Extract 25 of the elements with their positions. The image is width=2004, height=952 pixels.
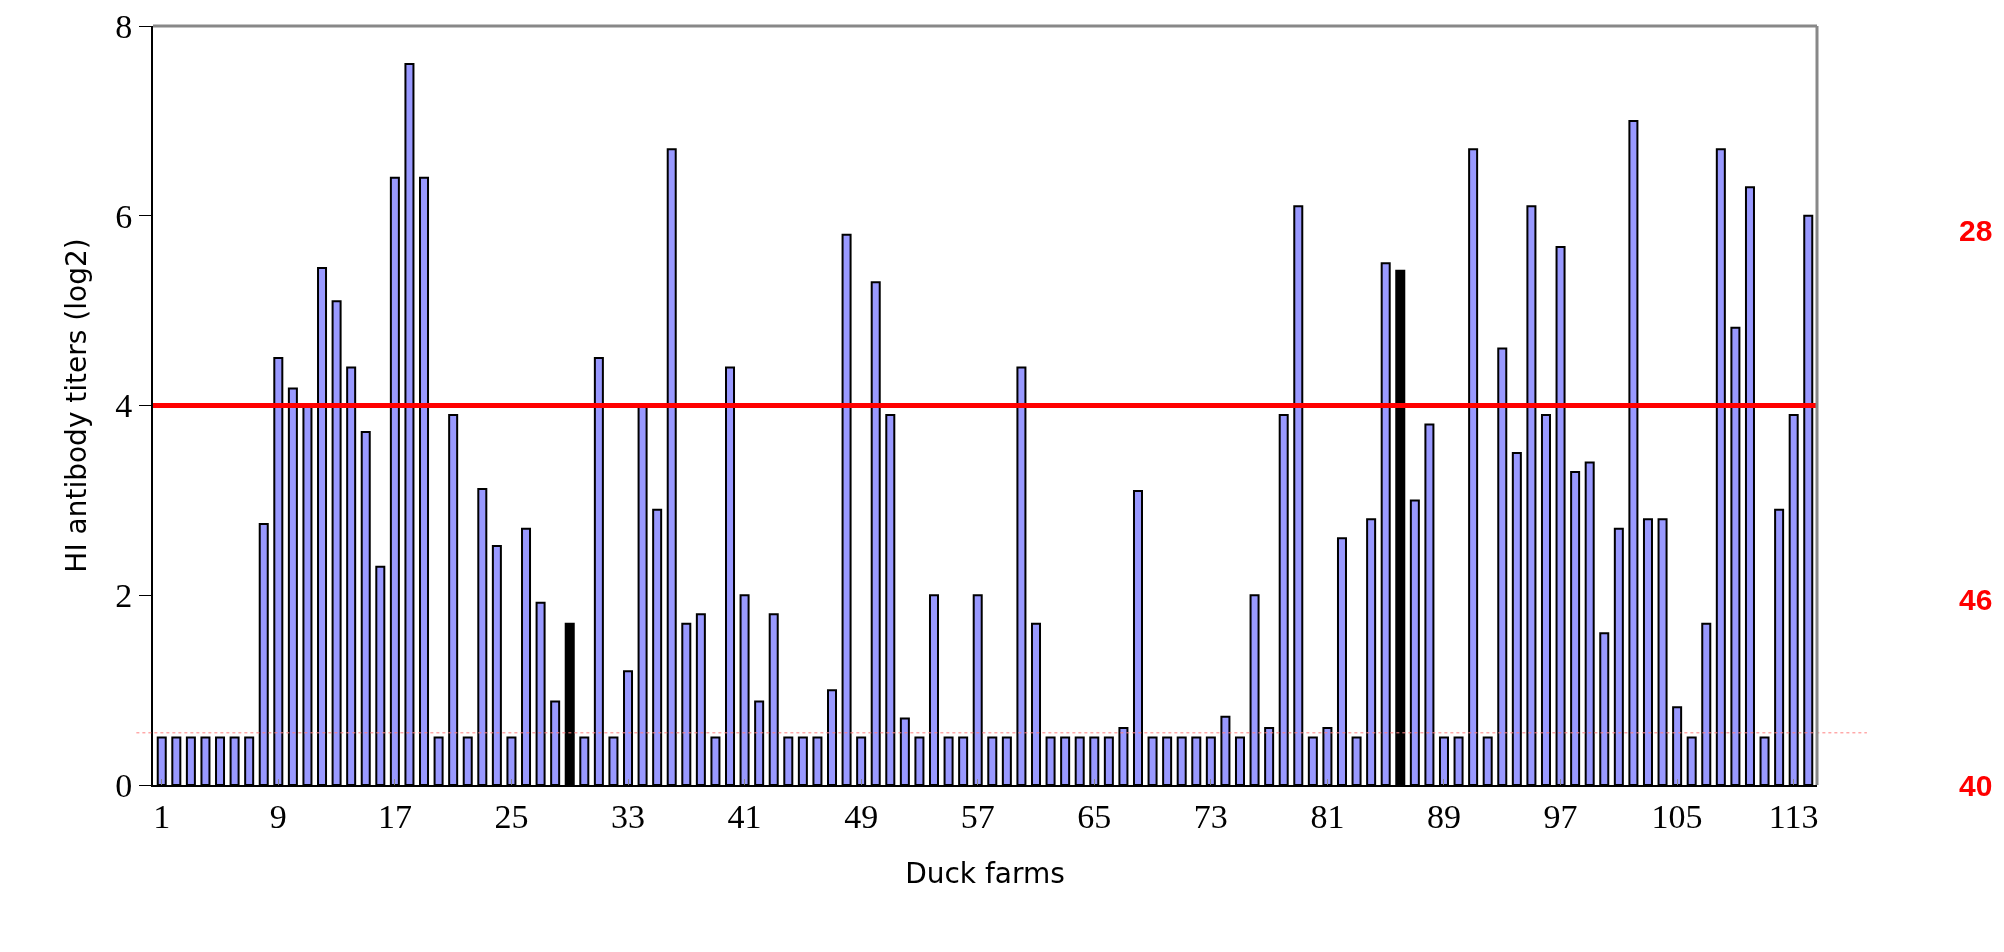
x-tick-label: 49 (844, 797, 879, 835)
y-tick-label: 2 (115, 577, 133, 615)
y-tick-label: 4 (115, 387, 133, 425)
x-tick-label: 81 (1310, 797, 1345, 835)
x-tick-label: 33 (611, 797, 646, 835)
text: 40 (1959, 769, 1993, 802)
x-tick-label: 41 (727, 797, 762, 835)
x-tick-label: 1 (153, 797, 171, 835)
y-tick-label: 0 (115, 766, 133, 804)
y-tick-label: 6 (115, 197, 133, 235)
x-axis-title: Duck farms (905, 857, 1065, 891)
x-tick-label: 57 (960, 797, 995, 835)
x-tick-label: 17 (377, 797, 412, 835)
x-tick-label: 97 (1543, 797, 1578, 835)
text: 28 (1959, 214, 1993, 247)
x-tick-label: 9 (269, 797, 287, 835)
x-tick-label: 65 (1077, 797, 1112, 835)
y-axis-title: HI antibody titers (log2) (60, 238, 94, 573)
x-tick-label: 73 (1193, 797, 1228, 835)
x-tick-label: 89 (1426, 797, 1461, 835)
x-tick-label: 25 (494, 797, 529, 835)
x-tick-label: 105 (1651, 797, 1703, 835)
x-tick-label: 113 (1768, 797, 1819, 835)
y-tick-label: 8 (115, 7, 133, 45)
text: 46 (1959, 583, 1993, 616)
